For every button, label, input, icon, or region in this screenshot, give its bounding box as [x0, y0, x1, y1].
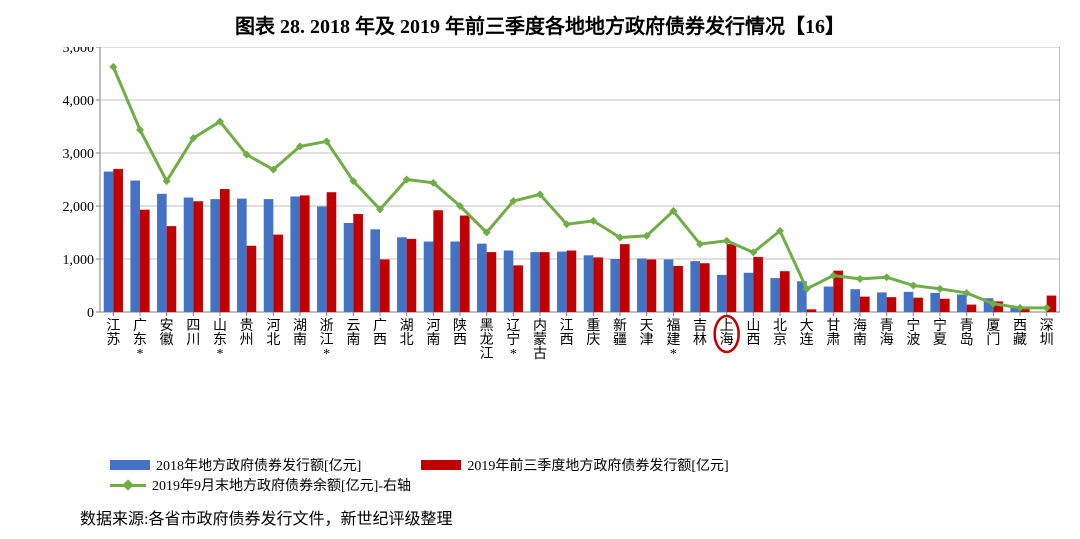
svg-text:5,000: 5,000: [63, 47, 95, 56]
svg-text:河北: 河北: [266, 318, 280, 348]
svg-text:浙江*: 浙江*: [320, 318, 334, 362]
svg-text:海南: 海南: [853, 318, 867, 348]
svg-text:甘肃: 甘肃: [826, 318, 840, 348]
legend-label-2018: 2018年地方政府债券发行额[亿元]: [156, 455, 361, 475]
legend-label-2019: 2019年前三季度地方政府债券发行额[亿元]: [467, 455, 728, 475]
svg-text:宁波: 宁波: [906, 317, 920, 348]
chart-container: 图表 28. 2018 年及 2019 年前三季度各地地方政府债券发行情况【16…: [0, 0, 1080, 539]
svg-text:山东*: 山东*: [213, 318, 227, 362]
chart-area: 01,0002,0003,0004,0005,00002,0004,0006,0…: [20, 47, 1060, 449]
svg-text:2,000: 2,000: [63, 200, 95, 215]
svg-text:辽宁*: 辽宁*: [506, 318, 520, 362]
svg-text:0: 0: [87, 306, 94, 321]
svg-text:青海: 青海: [880, 318, 894, 348]
svg-text:宁夏: 宁夏: [933, 317, 947, 348]
legend-swatch-2018: [110, 460, 150, 470]
svg-text:贵州: 贵州: [240, 318, 254, 348]
svg-text:1,000: 1,000: [63, 253, 95, 268]
svg-text:重庆: 重庆: [586, 318, 600, 348]
legend-label-balance: 2019年9月末地方政府债券余额[亿元]-右轴: [152, 475, 411, 495]
svg-text:黑龙江: 黑龙江: [480, 319, 494, 362]
svg-text:陕西: 陕西: [453, 318, 467, 348]
svg-text:大连: 大连: [800, 318, 814, 348]
legend: 2018年地方政府债券发行额[亿元] 2019年前三季度地方政府债券发行额[亿元…: [110, 455, 1060, 495]
svg-text:江西: 江西: [560, 318, 574, 348]
legend-item-2019: 2019年前三季度地方政府债券发行额[亿元]: [421, 455, 728, 475]
svg-text:湖南: 湖南: [293, 318, 307, 348]
svg-text:四川: 四川: [186, 319, 200, 348]
source-text: 数据来源:各省市政府债券发行文件，新世纪评级整理: [80, 505, 1060, 529]
legend-item-balance: 2019年9月末地方政府债券余额[亿元]-右轴: [110, 475, 1060, 495]
svg-text:深圳: 深圳: [1040, 318, 1054, 348]
legend-swatch-2019: [421, 460, 461, 470]
svg-text:3,000: 3,000: [63, 147, 95, 162]
svg-text:山西: 山西: [746, 318, 760, 348]
svg-text:福建*: 福建*: [666, 318, 680, 362]
legend-swatch-balance: [110, 484, 146, 487]
svg-text:西藏: 西藏: [1013, 319, 1027, 348]
svg-text:青岛: 青岛: [960, 318, 974, 348]
svg-text:安徽: 安徽: [160, 318, 174, 348]
svg-text:北京: 北京: [773, 318, 787, 348]
svg-text:天津: 天津: [640, 319, 654, 348]
svg-text:4,000: 4,000: [63, 94, 95, 109]
svg-text:湖北: 湖北: [400, 318, 414, 348]
svg-text:上海: 上海: [720, 318, 734, 348]
svg-text:内蒙古: 内蒙古: [533, 318, 547, 362]
svg-text:河南: 河南: [426, 318, 440, 348]
svg-text:广西: 广西: [373, 318, 387, 348]
legend-item-2018: 2018年地方政府债券发行额[亿元]: [110, 455, 361, 475]
svg-text:新疆: 新疆: [613, 318, 627, 348]
svg-text:江苏: 江苏: [106, 318, 120, 348]
svg-text:吉林: 吉林: [693, 318, 707, 348]
svg-text:厦门: 厦门: [986, 319, 1000, 348]
svg-text:广东*: 广东*: [133, 318, 147, 362]
svg-text:云南: 云南: [346, 319, 360, 348]
chart-title: 图表 28. 2018 年及 2019 年前三季度各地地方政府债券发行情况【16…: [20, 10, 1060, 39]
chart-svg: 01,0002,0003,0004,0005,00002,0004,0006,0…: [20, 47, 1060, 387]
